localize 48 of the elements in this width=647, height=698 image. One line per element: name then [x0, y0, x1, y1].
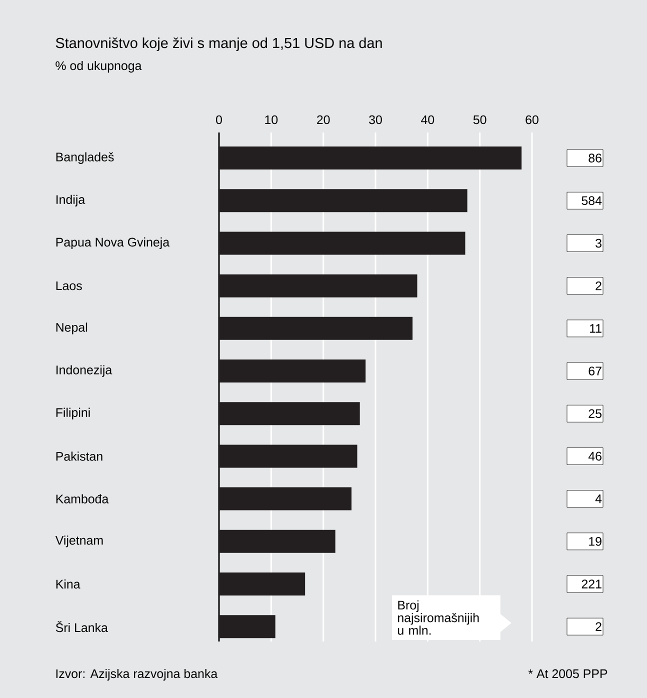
data-label: 25 [588, 409, 602, 418]
bar [219, 530, 336, 553]
x-tick-label: 40 [421, 115, 434, 124]
x-tick-label: 30 [369, 115, 382, 124]
data-label: 67 [588, 366, 602, 376]
bar [219, 232, 466, 255]
y-tick-label: Vijetnam [55, 536, 103, 548]
y-tick-label: Nepal [56, 322, 88, 334]
data-label: 46 [588, 452, 602, 461]
bar [219, 444, 358, 468]
text: % od ukupnoga [56, 60, 142, 73]
data-label: 3 [596, 238, 602, 248]
y-tick-label: Bangladeš [56, 152, 114, 164]
data-label: 2 [596, 622, 602, 631]
data-label: 584 [582, 196, 602, 206]
x-tick-label: 20 [317, 115, 330, 124]
y-tick-label: Indonezija [56, 365, 112, 377]
bar [219, 615, 276, 638]
bar [219, 316, 413, 340]
bar [219, 146, 522, 170]
x-tick-label: 50 [473, 115, 486, 124]
data-label: 86 [588, 154, 602, 162]
bar [219, 487, 352, 510]
text: * At 2005 PPP [528, 669, 608, 678]
bar [219, 274, 418, 298]
data-label: 11 [590, 324, 602, 333]
data-label: 2 [596, 281, 602, 290]
data-label: 19 [589, 537, 602, 546]
bar [219, 402, 360, 426]
text: Broj najsiromašnijih u mln. [398, 600, 479, 635]
y-tick-label: Laos [56, 281, 82, 290]
y-tick-label: Kambođa [56, 494, 109, 504]
y-tick-label: Papua Nova Gvineja [56, 237, 170, 250]
chart-title: Stanovništvo koje živi s manje od 1,51 USD na dan [56, 37, 382, 51]
x-tick-label: 60 [526, 115, 538, 124]
data-label: 4 [595, 494, 602, 504]
y-tick-label: Indija [56, 194, 86, 206]
bar [219, 360, 366, 383]
x-tick-label: 10 [265, 115, 278, 124]
y-tick-label: Šri Lanka [56, 621, 108, 632]
data-label: 221 [582, 580, 602, 588]
x-tick-label: 0 [216, 115, 222, 124]
text: Izvor: Azijska razvojna banka [56, 668, 218, 681]
bar [219, 572, 306, 596]
y-tick-label: Filipini [56, 408, 90, 420]
y-tick-label: Kina [56, 579, 80, 589]
y-tick-label: Pakistan [56, 452, 102, 461]
bar [219, 189, 468, 212]
